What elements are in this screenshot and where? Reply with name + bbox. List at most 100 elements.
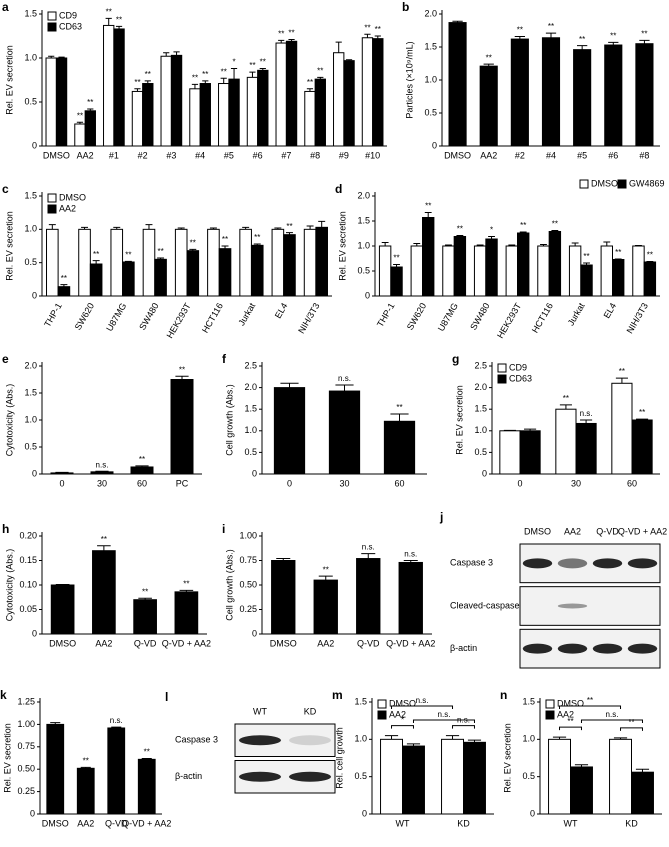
error-bar xyxy=(540,244,547,246)
bar xyxy=(137,758,156,815)
error-bar xyxy=(48,55,55,58)
bar xyxy=(390,266,403,297)
error-bar xyxy=(646,261,654,262)
significance-label: ** xyxy=(125,250,131,259)
bar xyxy=(170,379,194,475)
x-tick-label: Q-VD + AA2 xyxy=(162,638,211,648)
blot-band xyxy=(239,735,281,746)
bracket xyxy=(452,725,475,729)
bar xyxy=(410,245,424,297)
legend-label: CD63 xyxy=(59,21,82,31)
error-bar xyxy=(177,227,185,230)
error-bar xyxy=(583,262,590,265)
bar xyxy=(285,40,298,147)
bar xyxy=(303,228,317,297)
x-tick-label: Jurkat xyxy=(236,301,257,328)
significance-label: ** xyxy=(260,58,266,67)
blot-band xyxy=(627,558,658,569)
panel-letter: g xyxy=(452,352,459,366)
bar xyxy=(383,420,416,475)
blot-band xyxy=(592,558,623,569)
error-bar xyxy=(345,59,353,61)
bar xyxy=(218,248,232,297)
row-label: Caspase 3 xyxy=(175,735,218,745)
y-tick-label: 1.0 xyxy=(24,224,37,234)
error-bar xyxy=(519,231,527,233)
bar xyxy=(90,471,114,475)
y-tick-label: 0 xyxy=(32,628,37,638)
x-tick-label: AA2 xyxy=(317,638,334,648)
legend-label: DMSO xyxy=(557,698,584,708)
error-bar xyxy=(364,33,371,38)
x-tick-label: WT xyxy=(564,818,578,828)
x-tick-label: KD xyxy=(457,818,470,828)
bar xyxy=(92,550,116,635)
error-bar xyxy=(545,32,557,38)
bar xyxy=(239,228,252,297)
y-tick-label: 1.5 xyxy=(357,215,370,225)
y-tick-label: 1.5 xyxy=(24,387,37,397)
bar xyxy=(50,472,74,475)
x-tick-label: 0 xyxy=(59,478,64,488)
y-axis-title: Particles (×10⁹/mL) xyxy=(404,41,414,118)
error-bar xyxy=(141,757,152,760)
y-tick-label: 0.5 xyxy=(244,447,257,457)
x-tick-label: DMSO xyxy=(49,638,76,648)
legend-swatch xyxy=(579,179,589,189)
bar xyxy=(131,90,144,147)
bar xyxy=(142,228,156,297)
bar xyxy=(643,261,657,297)
bar xyxy=(154,258,167,297)
x-tick-label: #1 xyxy=(109,150,119,160)
bracket-label: n.s. xyxy=(606,710,619,719)
error-bar xyxy=(50,722,61,725)
y-tick-label: 0.05 xyxy=(19,604,37,614)
blot-band xyxy=(592,643,623,654)
error-bar xyxy=(221,245,229,249)
error-bar xyxy=(134,88,141,92)
y-axis-title: Rel. cell growth xyxy=(334,727,344,789)
legend-label: AA2 xyxy=(557,709,574,719)
bar xyxy=(517,232,530,297)
error-bar xyxy=(259,68,266,71)
y-axis-title: Rel. EV secretion xyxy=(337,211,347,281)
y-tick-label: 2.0 xyxy=(244,382,257,392)
error-bar xyxy=(488,236,495,239)
x-tick-label: #9 xyxy=(339,150,349,160)
x-tick-label: AA2 xyxy=(480,150,497,160)
significance-label: ** xyxy=(106,8,112,17)
error-bar xyxy=(242,226,250,230)
error-bar xyxy=(390,413,409,422)
y-tick-label: 1.0 xyxy=(24,414,37,424)
x-tick-label: 60 xyxy=(627,478,637,488)
error-bar xyxy=(76,121,84,124)
bar xyxy=(372,38,384,147)
legend-label: GW4869 xyxy=(629,178,665,188)
bar xyxy=(74,123,86,147)
error-bar xyxy=(288,39,295,42)
significance-label: ** xyxy=(375,25,381,34)
y-tick-label: 0 xyxy=(365,290,370,300)
x-tick-label: Q-VD xyxy=(357,638,380,648)
legend-label: DMSO xyxy=(389,698,416,708)
panel-letter: f xyxy=(222,352,227,366)
y-tick-label: 0 xyxy=(362,808,367,818)
x-tick-label: 30 xyxy=(339,478,349,488)
x-tick-label: U87MG xyxy=(104,301,128,333)
y-tick-label: 0.10 xyxy=(19,579,37,589)
significance-label: ** xyxy=(116,15,122,24)
y-tick-label: 0.25 xyxy=(17,786,35,796)
x-tick-label: 0 xyxy=(517,478,522,488)
error-bar xyxy=(92,260,100,264)
error-bar xyxy=(413,243,421,246)
legend-swatch xyxy=(377,699,387,709)
bar xyxy=(631,419,653,475)
bar xyxy=(548,231,562,297)
error-bar xyxy=(608,41,619,46)
legend-swatch xyxy=(545,710,555,720)
error-bar xyxy=(55,471,69,473)
significance-label: n.s. xyxy=(580,409,593,418)
x-tick-label: Jurkat xyxy=(566,301,587,328)
y-tick-label: 1.0 xyxy=(474,425,487,435)
blot-band xyxy=(522,558,553,569)
